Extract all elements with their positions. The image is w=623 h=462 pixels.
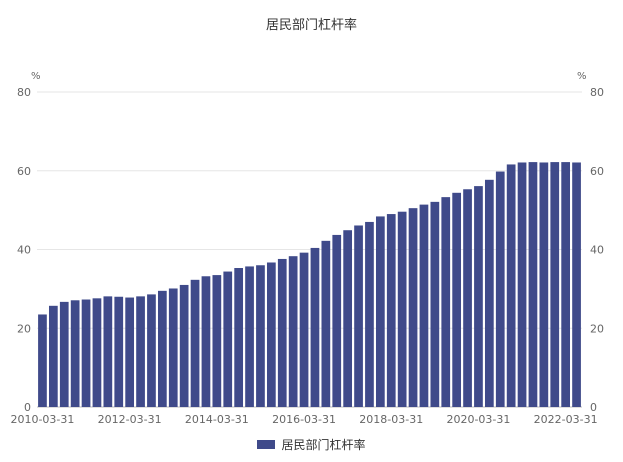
- bar: [179, 284, 189, 407]
- y-tick-label-right: 80: [590, 86, 604, 99]
- y-tick-label-right: 20: [590, 322, 604, 335]
- x-axis: 2010-03-31 2012-03-31 2014-03-31 2016-03-31…: [10, 413, 597, 426]
- bar: [81, 299, 91, 407]
- bar: [495, 171, 505, 407]
- bar: [539, 162, 549, 407]
- bar: [277, 258, 287, 407]
- legend-swatch: [257, 440, 276, 449]
- bar: [463, 189, 472, 407]
- bar: [310, 247, 320, 407]
- bar: [332, 234, 342, 407]
- x-tick-label: 2018-03-31: [359, 413, 423, 426]
- bar: [408, 208, 418, 407]
- x-tick-label: 2014-03-31: [185, 413, 249, 426]
- bar: [147, 294, 156, 407]
- x-tick-label: 2012-03-31: [98, 413, 162, 426]
- bar: [517, 162, 527, 407]
- legend-label: 居民部门杠杆率: [281, 438, 366, 452]
- bar: [528, 162, 538, 407]
- bar: [419, 204, 429, 407]
- x-tick-label: 2016-03-31: [272, 413, 336, 426]
- bars: [38, 162, 581, 407]
- bar: [48, 305, 58, 407]
- bar: [125, 297, 135, 407]
- bar: [136, 296, 145, 407]
- bar: [397, 211, 407, 407]
- bar: [168, 288, 178, 407]
- bar: [59, 301, 69, 407]
- chart-title: 居民部门杠杆率: [265, 18, 357, 33]
- y-tick-label-right: 60: [590, 165, 604, 178]
- bar: [266, 262, 276, 407]
- y-tick-label-left: 20: [17, 322, 31, 335]
- bar: [288, 256, 298, 407]
- y-tick-label-right: 40: [590, 244, 604, 257]
- bar: [103, 296, 113, 407]
- y-tick-label-left: 40: [17, 244, 31, 257]
- bar: [484, 179, 494, 407]
- bar: [365, 221, 374, 407]
- y-axis-left: 0 20 40 60 80: [17, 86, 31, 414]
- bar: [38, 314, 47, 407]
- y-tick-label-left: 60: [17, 165, 31, 178]
- bar: [299, 252, 309, 407]
- bar: [452, 192, 462, 407]
- bar: [212, 275, 222, 407]
- y-unit-right: %: [577, 71, 587, 82]
- bar: [474, 186, 483, 407]
- bar: [386, 214, 396, 407]
- bar: [441, 197, 451, 407]
- bar: [70, 300, 80, 407]
- x-tick-label: 2022-03-31: [534, 413, 598, 426]
- bar: [201, 276, 211, 407]
- bar: [550, 162, 560, 407]
- bar: [572, 162, 581, 407]
- y-unit-left: %: [31, 71, 41, 82]
- bar: [343, 230, 353, 407]
- bar: [92, 298, 102, 407]
- y-tick-label-left: 80: [17, 86, 31, 99]
- y-tick-label-right: 0: [590, 401, 597, 414]
- x-tick-label: 2010-03-31: [10, 413, 74, 426]
- x-tick-label: 2020-03-31: [446, 413, 510, 426]
- bar: [561, 162, 571, 407]
- bar: [234, 268, 244, 407]
- bar: [256, 265, 265, 407]
- bar: [190, 279, 200, 407]
- bar: [157, 290, 167, 407]
- y-tick-label-left: 0: [24, 401, 31, 414]
- bar: [114, 296, 124, 407]
- bar: [223, 271, 233, 407]
- bar: [321, 240, 331, 407]
- bar: [354, 225, 363, 407]
- bar: [430, 201, 440, 407]
- bar: [245, 266, 254, 407]
- bar: [375, 216, 385, 407]
- y-axis-right: 0 20 40 60 80: [590, 86, 604, 414]
- bar: [506, 164, 516, 407]
- legend: 居民部门杠杆率: [0, 436, 623, 453]
